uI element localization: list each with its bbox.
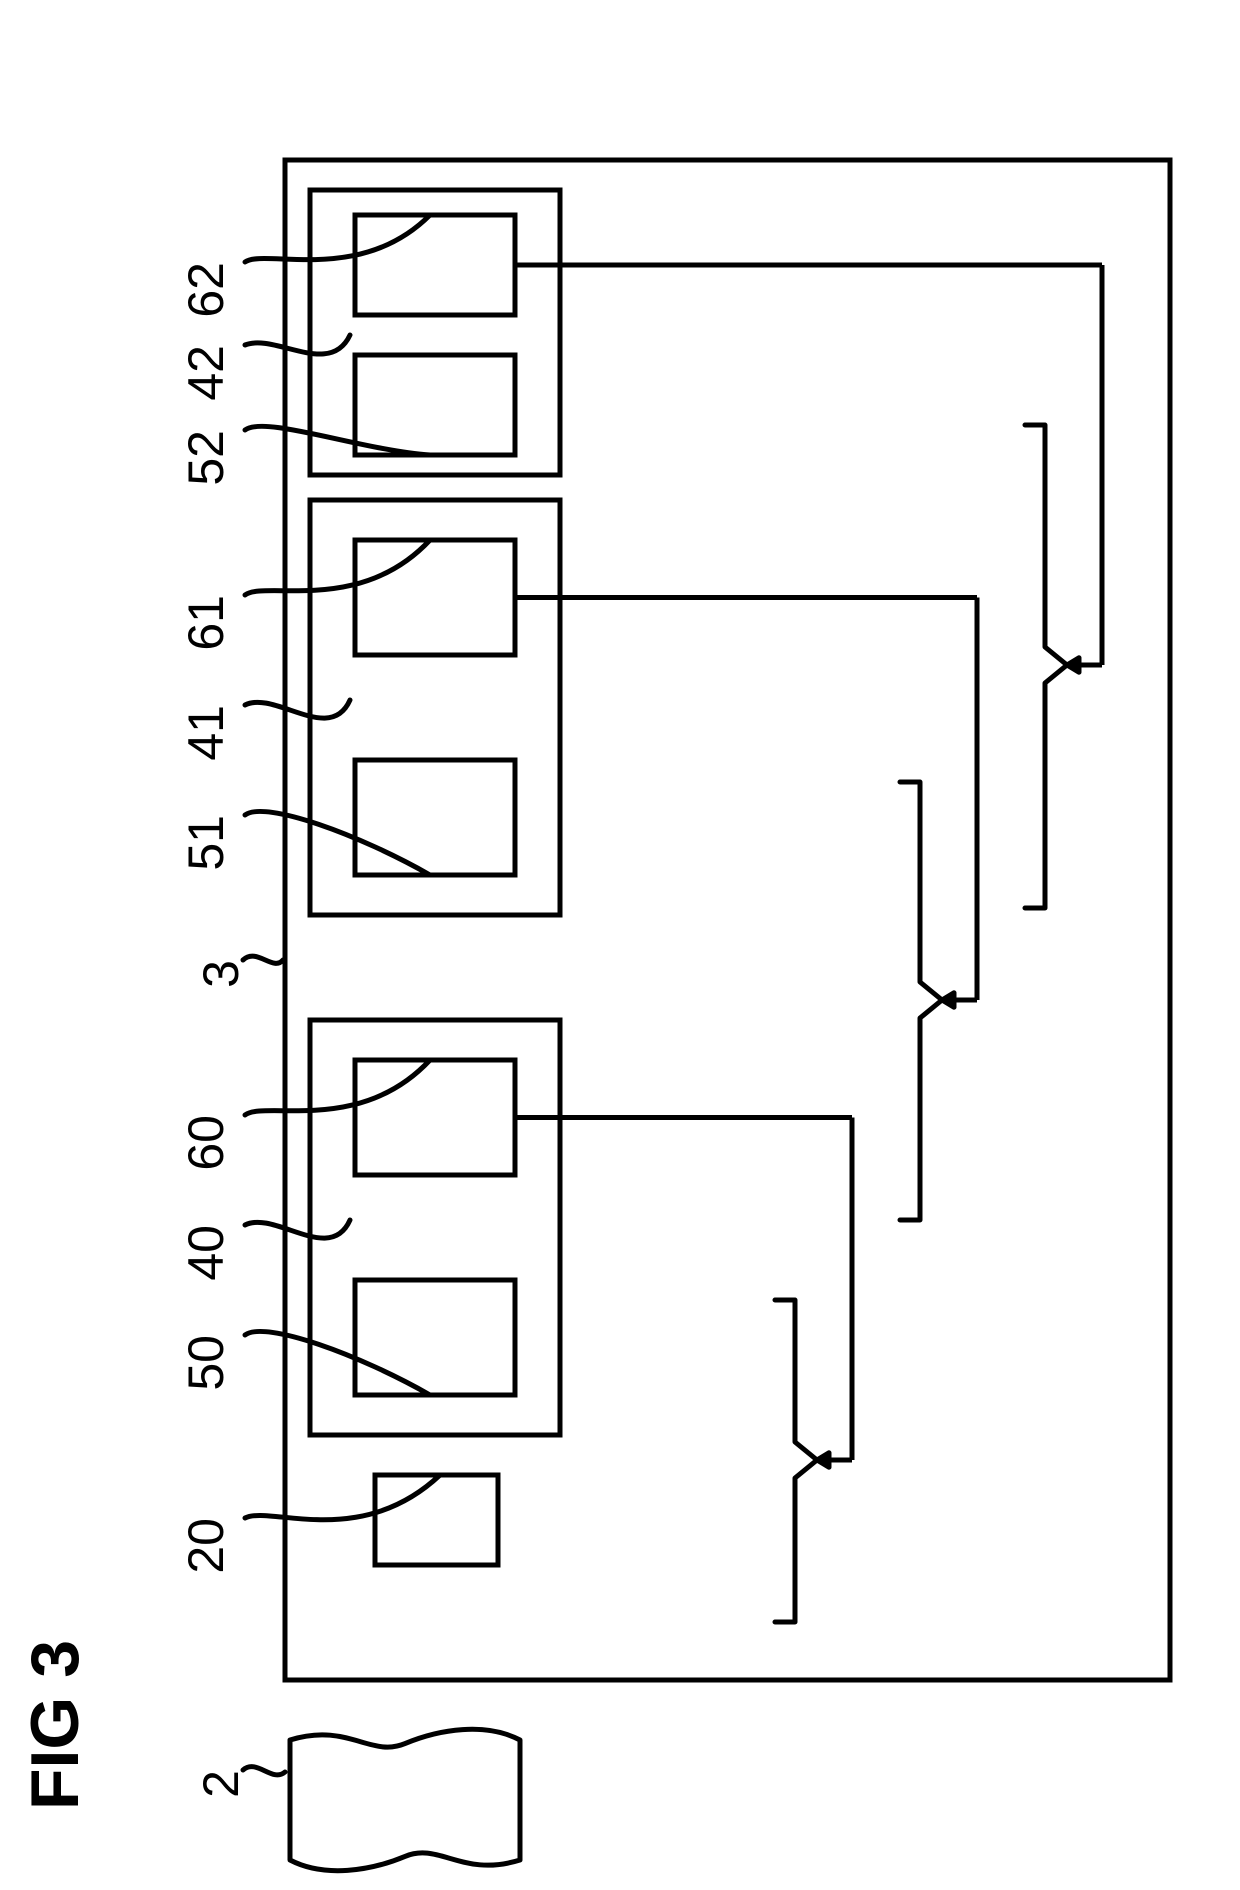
- box-20: [375, 1475, 498, 1565]
- leader-42: [245, 335, 350, 354]
- leader-20: [245, 1475, 440, 1520]
- label-51: 51: [178, 815, 234, 871]
- group-1-boxA: [355, 540, 515, 655]
- group-1-boxB: [355, 760, 515, 875]
- group-0-boxA: [355, 1060, 515, 1175]
- leader-50: [245, 1331, 430, 1395]
- bracket-2: [1025, 425, 1067, 908]
- arrow-head-0: [817, 1453, 829, 1467]
- leader-61: [245, 540, 430, 595]
- label-41: 41: [178, 705, 234, 761]
- label-62: 62: [178, 262, 234, 318]
- label-60: 60: [178, 1115, 234, 1171]
- leader-62: [245, 215, 430, 262]
- sheet-2: [290, 1729, 520, 1870]
- leader-41: [245, 700, 350, 718]
- leader-2: [243, 1767, 285, 1775]
- group-2-boxB: [355, 355, 515, 455]
- group-0-boxB: [355, 1280, 515, 1395]
- outer-container: [285, 160, 1170, 1680]
- bracket-1: [900, 782, 942, 1220]
- figure-canvas: FIG 3 20 60 40 50 61 41 51 62 42 52 3 2: [0, 0, 1240, 1890]
- label-40: 40: [178, 1225, 234, 1281]
- label-FIG 3: FIG 3: [17, 1640, 93, 1810]
- label-52: 52: [178, 430, 234, 486]
- group-2: [310, 190, 560, 475]
- group-2-boxA: [355, 215, 515, 315]
- arrow-head-2: [1067, 658, 1079, 672]
- label-42: 42: [178, 345, 234, 401]
- label-3: 3: [193, 960, 249, 988]
- leader-60: [245, 1060, 430, 1115]
- label-61: 61: [178, 595, 234, 651]
- bracket-0: [775, 1300, 817, 1622]
- arrow-head-1: [942, 993, 954, 1007]
- leader-51: [245, 811, 430, 875]
- label-20: 20: [178, 1518, 234, 1574]
- leader-40: [245, 1220, 350, 1238]
- label-2: 2: [193, 1770, 249, 1798]
- label-50: 50: [178, 1335, 234, 1391]
- leader-52: [245, 426, 430, 455]
